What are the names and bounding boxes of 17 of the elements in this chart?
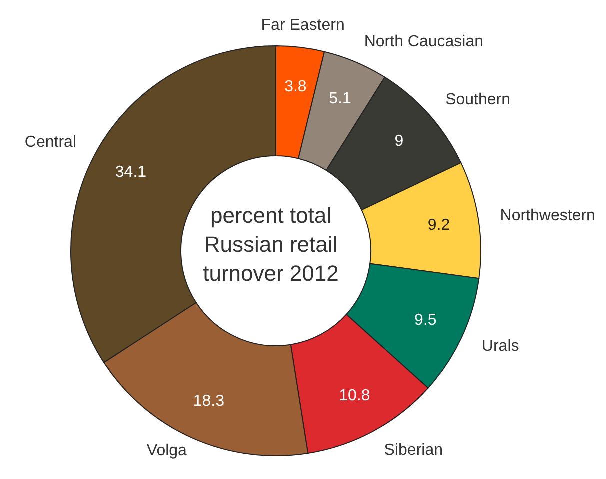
slice-label: Siberian	[384, 442, 444, 459]
data-label: 34.1	[115, 164, 147, 181]
slice-label: Central	[24, 134, 77, 152]
slice-label: Northwestern	[500, 208, 596, 225]
data-label: 18.3	[193, 393, 225, 410]
data-label: 3.8	[284, 78, 307, 96]
slice-label: Volga	[146, 442, 188, 460]
slice-label: Urals	[482, 338, 520, 356]
data-label: 10.8	[339, 388, 370, 405]
data-label: 9	[394, 132, 404, 150]
slice-label: Southern	[446, 92, 511, 109]
text: percent total Russian retail turnover 2012	[202, 202, 340, 288]
data-label: 5.1	[329, 90, 352, 108]
data-label: 9.2	[428, 217, 450, 234]
slice-label: North Caucasian	[364, 33, 484, 50]
data-label: 9.5	[414, 312, 437, 329]
slice-label: Far Eastern	[261, 17, 345, 34]
